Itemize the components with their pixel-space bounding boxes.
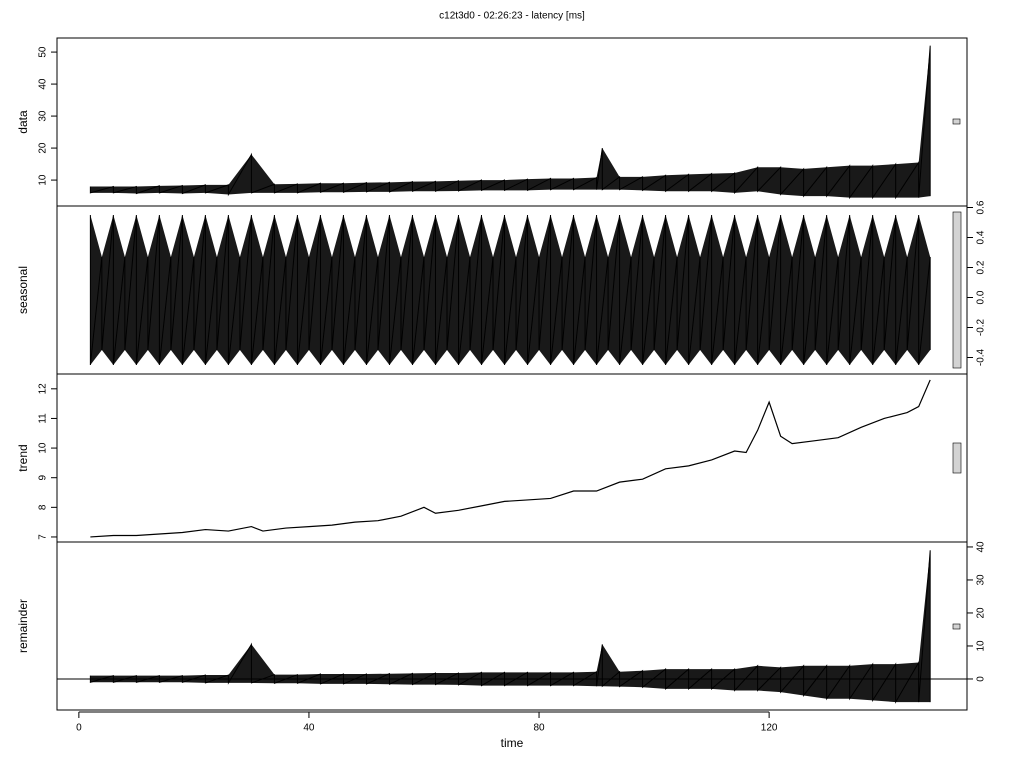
y-tick-label: 10 — [38, 174, 49, 186]
range-bar — [952, 118, 961, 125]
y-tick-label: 10 — [976, 640, 987, 652]
y-tick-label: 40 — [976, 541, 987, 553]
panel-frame — [56, 541, 968, 711]
y-tick-label: 7 — [38, 534, 49, 540]
x-tick-label: 80 — [533, 723, 545, 734]
band-area — [90, 550, 931, 703]
y-axis-label: trend — [16, 444, 30, 471]
y-axis-label: remainder — [16, 599, 30, 653]
y-tick-label: 40 — [38, 78, 49, 90]
chart-title: c12t3d0 - 02:26:23 - latency [ms] — [439, 11, 585, 22]
y-tick-label: 30 — [38, 110, 49, 122]
y-tick-label: 30 — [976, 574, 987, 586]
y-tick-label: 12 — [38, 383, 49, 395]
y-axis-label: seasonal — [16, 266, 30, 314]
band-area — [90, 215, 931, 365]
x-tick-label: 120 — [761, 723, 778, 734]
range-bar — [952, 211, 962, 369]
panel-frame — [56, 373, 968, 543]
y-tick-label: 10 — [38, 442, 49, 454]
x-tick-label: 40 — [303, 723, 315, 734]
y-tick-label: 0.0 — [976, 290, 987, 304]
y-tick-label: 0.6 — [976, 200, 987, 214]
y-tick-label: 11 — [38, 413, 49, 424]
series-line — [90, 379, 931, 538]
y-tick-label: 8 — [38, 504, 49, 510]
series-line — [89, 214, 931, 366]
y-tick-label: 0 — [976, 676, 987, 682]
y-tick-label: 0.2 — [976, 260, 987, 274]
y-tick-label: 50 — [38, 46, 49, 58]
range-bar — [952, 442, 962, 474]
x-tick-label: 0 — [76, 723, 82, 734]
y-tick-label: -0.2 — [976, 318, 987, 336]
y-axis-label: data — [16, 110, 30, 134]
y-tick-label: -0.4 — [976, 348, 987, 366]
y-tick-label: 20 — [38, 142, 49, 154]
series-line — [89, 550, 931, 704]
y-tick-label: 0.4 — [976, 230, 987, 244]
y-tick-label: 20 — [976, 607, 987, 619]
range-bar — [952, 623, 961, 630]
y-tick-label: 9 — [38, 474, 49, 480]
x-axis-label: time — [501, 736, 524, 750]
band-area — [90, 45, 931, 198]
series-line — [89, 45, 931, 200]
